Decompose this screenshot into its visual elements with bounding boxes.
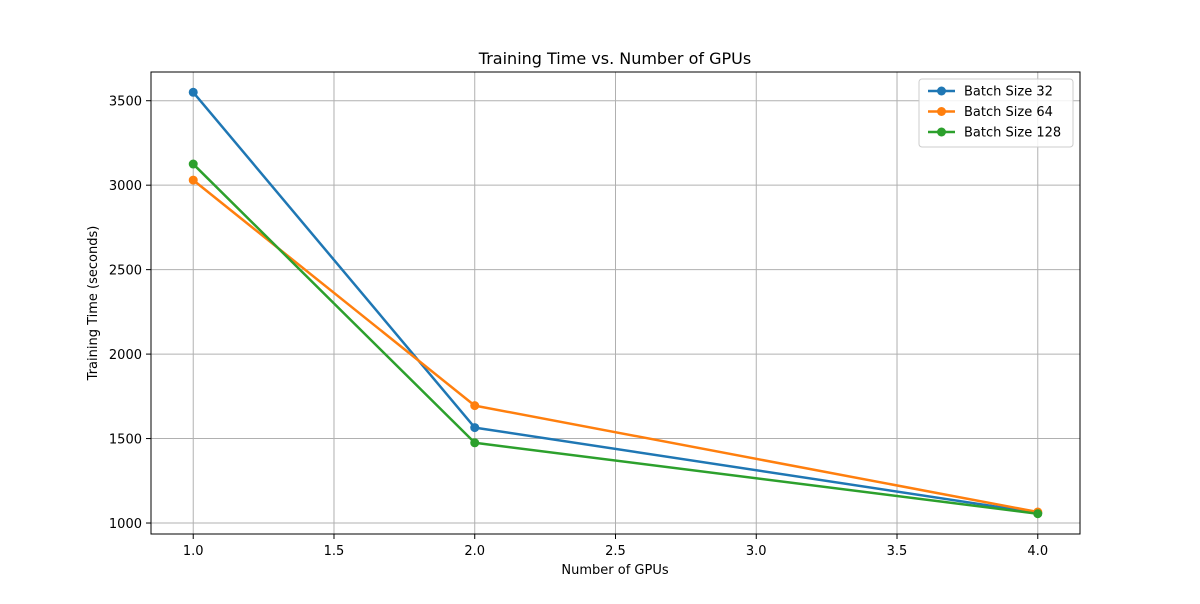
legend-entry-label: Batch Size 128	[964, 126, 1061, 141]
legend-box	[918, 78, 1074, 148]
y-tick-label: 2000	[109, 348, 142, 363]
data-point	[470, 401, 480, 411]
data-point	[470, 423, 480, 433]
x-tick-label: 1.0	[183, 544, 204, 559]
x-tick-label: 1.5	[324, 544, 345, 559]
data-point	[188, 159, 198, 169]
data-point	[188, 175, 198, 185]
legend: Batch Size 32 Batch Size 64 Batch Size 128	[918, 78, 1074, 148]
series-points	[188, 87, 1043, 519]
data-point	[188, 87, 198, 97]
legend-swatch-marker	[937, 107, 946, 116]
x-axis-label: Number of GPUs	[561, 563, 668, 578]
y-axis-label: Training Time (seconds)	[86, 226, 101, 382]
y-tick-label: 3000	[109, 179, 142, 194]
x-tick-label: 2.5	[605, 544, 626, 559]
x-tick-label: 3.0	[746, 544, 767, 559]
y-tick-label: 1000	[109, 517, 142, 532]
axis-ticks: 1.0 1.5 2.0 2.5 3.0 3.5 4.0 1000 1500 2000 2500 300…	[109, 95, 1048, 559]
chart-title: Training Time vs. Number of GPUs	[478, 49, 751, 68]
legend-swatch-marker	[937, 86, 946, 96]
y-tick-label: 2500	[109, 264, 142, 279]
x-tick-label: 3.5	[887, 544, 908, 559]
legend-swatch-marker	[937, 127, 946, 137]
x-tick-label: 2.0	[464, 544, 485, 559]
x-tick-label: 4.0	[1027, 544, 1048, 559]
y-tick-label: 3500	[109, 95, 142, 110]
data-point	[470, 438, 480, 448]
data-point	[1033, 509, 1043, 519]
legend-entry-label: Batch Size 32	[964, 85, 1053, 100]
legend-entry-label: Batch Size 64	[964, 105, 1053, 120]
y-tick-label: 1500	[109, 433, 142, 448]
